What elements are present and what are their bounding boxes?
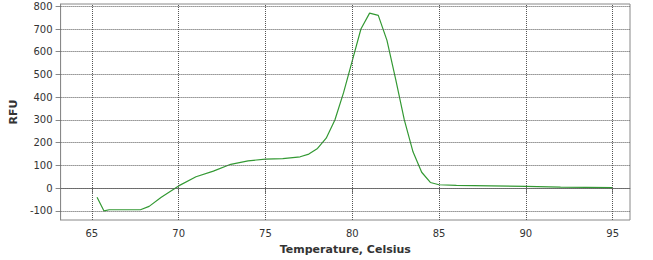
svg-text:RFU: RFU xyxy=(7,100,20,125)
svg-text:800: 800 xyxy=(34,1,53,12)
svg-text:65: 65 xyxy=(85,228,98,239)
svg-text:500: 500 xyxy=(34,69,53,80)
svg-text:700: 700 xyxy=(34,24,53,35)
svg-text:400: 400 xyxy=(34,92,53,103)
svg-text:75: 75 xyxy=(259,228,272,239)
svg-text:600: 600 xyxy=(34,46,53,57)
svg-text:100: 100 xyxy=(34,160,53,171)
svg-text:90: 90 xyxy=(519,228,532,239)
svg-text:-100: -100 xyxy=(30,205,53,216)
svg-text:300: 300 xyxy=(34,114,53,125)
svg-text:80: 80 xyxy=(346,228,359,239)
svg-text:95: 95 xyxy=(606,228,619,239)
svg-text:200: 200 xyxy=(34,137,53,148)
svg-text:0: 0 xyxy=(46,183,52,194)
svg-text:85: 85 xyxy=(433,228,446,239)
svg-text:Temperature, Celsius: Temperature, Celsius xyxy=(280,243,412,256)
svg-text:70: 70 xyxy=(172,228,185,239)
